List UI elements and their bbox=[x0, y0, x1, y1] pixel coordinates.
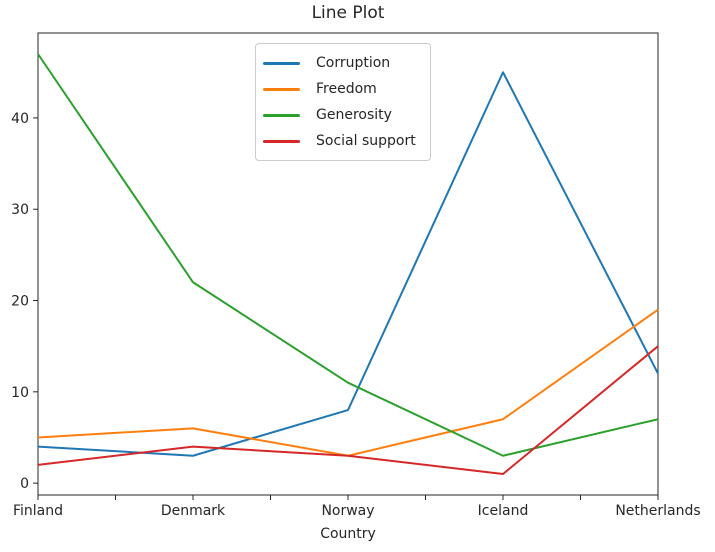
x-tick-label: Norway bbox=[321, 503, 374, 519]
legend-label: Corruption bbox=[316, 55, 391, 71]
y-tick-label: 20 bbox=[11, 294, 29, 310]
legend-item: Freedom bbox=[263, 76, 416, 102]
legend-line-swatch bbox=[263, 61, 300, 65]
x-axis-label: Country bbox=[320, 526, 376, 542]
legend-label: Freedom bbox=[316, 81, 377, 97]
legend-line-swatch bbox=[263, 139, 300, 143]
x-tick-label: Denmark bbox=[161, 503, 226, 519]
legend-item: Social support bbox=[263, 128, 416, 154]
x-tick-label: Finland bbox=[13, 503, 63, 519]
legend-item: Generosity bbox=[263, 102, 416, 128]
legend-line-swatch bbox=[263, 87, 300, 91]
x-tick-label: Netherlands bbox=[615, 503, 700, 519]
legend: Corruption Freedom Generosity Social suppor… bbox=[255, 43, 431, 161]
series-line-social-support bbox=[37, 345, 659, 475]
y-tick-label: 0 bbox=[20, 476, 29, 492]
legend-label: Social support bbox=[316, 133, 416, 149]
series-line-generosity bbox=[37, 53, 659, 457]
y-tick-label: 30 bbox=[11, 202, 29, 218]
y-tick-label: 10 bbox=[11, 385, 29, 401]
legend-item: Corruption bbox=[263, 50, 416, 76]
x-tick-label: Iceland bbox=[478, 503, 529, 519]
legend-label: Generosity bbox=[316, 107, 392, 123]
legend-line-swatch bbox=[263, 113, 300, 117]
y-tick-label: 40 bbox=[11, 111, 29, 127]
chart-title: Line Plot bbox=[311, 3, 385, 23]
